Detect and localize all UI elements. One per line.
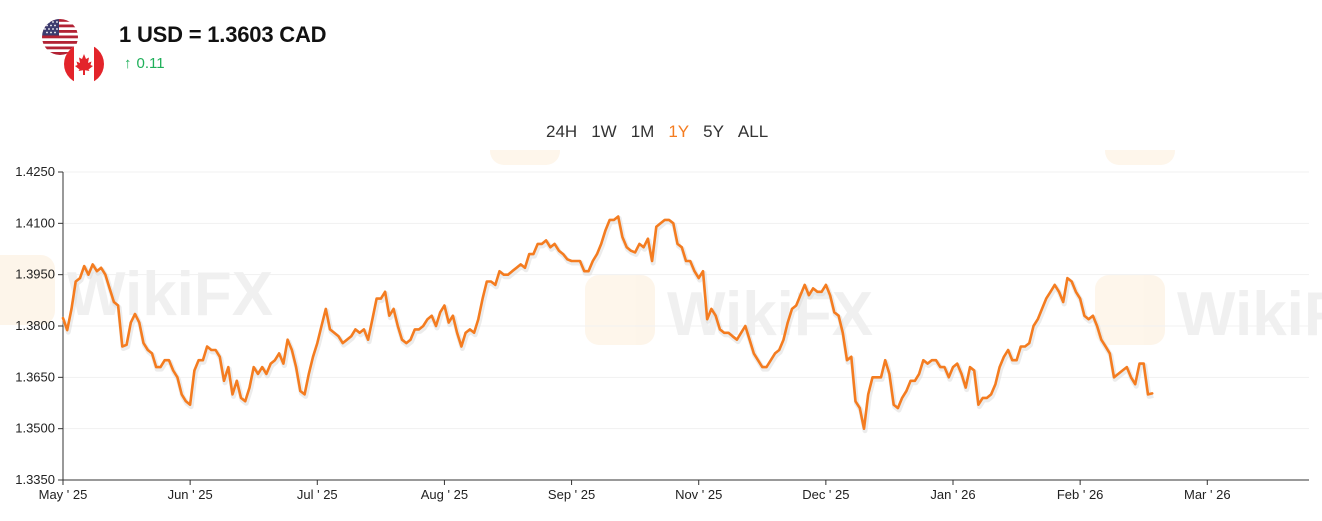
x-tick-label: Jun ' 25 xyxy=(168,487,213,502)
us-flag-icon xyxy=(42,19,78,55)
watermark-layer: WikiFXWikiFXWikiFX xyxy=(0,20,1322,349)
chart-canvas: WikiFXWikiFXWikiFX 1.42501.41001.39501.3… xyxy=(0,20,1322,502)
range-all-button[interactable]: ALL xyxy=(737,122,769,141)
exchange-rate-title: 1 USD = 1.3603 CAD xyxy=(119,22,327,47)
canada-flag-icon xyxy=(64,44,104,84)
pair-header: 1 USD = 1.3603 CAD ↑ 0.11 xyxy=(0,0,600,90)
arrow-up-icon: ↑ xyxy=(124,55,132,72)
range-1m-button[interactable]: 1M xyxy=(630,122,655,141)
x-tick-label: Dec ' 25 xyxy=(802,487,849,502)
time-range-selector: 24H 1W 1M 1Y 5Y ALL xyxy=(546,122,768,144)
range-1y-button[interactable]: 1Y xyxy=(668,122,690,141)
y-tick-label: 1.3800 xyxy=(15,318,55,333)
rate-change: ↑ 0.11 xyxy=(124,55,165,72)
x-tick-label: Jul ' 25 xyxy=(297,487,338,502)
x-tick-label: Aug ' 25 xyxy=(421,487,468,502)
x-tick-label: Nov ' 25 xyxy=(675,487,722,502)
change-value: 0.11 xyxy=(136,55,165,72)
series-layer xyxy=(61,215,1154,434)
series-line[interactable] xyxy=(61,215,1154,430)
y-tick-label: 1.4250 xyxy=(15,164,55,179)
y-tick-label: 1.3950 xyxy=(15,267,55,282)
x-tick-label: Mar ' 26 xyxy=(1184,487,1231,502)
x-axis: May ' 25 Jun ' 25 Jul ' 25 Aug ' 25 Sep ' 25… xyxy=(39,479,1309,502)
x-tick-label: May ' 25 xyxy=(39,487,88,502)
y-tick-label: 1.3350 xyxy=(15,472,55,487)
watermark-logo: WikiFX xyxy=(585,275,873,349)
y-axis: 1.4250 1.4100 1.3950 1.3800 1.3650 1.3500 1.33… xyxy=(15,164,64,487)
grid-lines xyxy=(63,171,1309,481)
x-tick-label: Jan ' 26 xyxy=(930,487,975,502)
range-24h-button[interactable]: 24H xyxy=(546,122,578,141)
x-tick-label: Sep ' 25 xyxy=(548,487,595,502)
watermark-logo: WikiFX xyxy=(1095,275,1322,349)
watermark-text: WikiFX xyxy=(1177,280,1322,349)
watermark-logo xyxy=(490,20,560,165)
y-tick-label: 1.3650 xyxy=(15,369,55,384)
watermark-logo xyxy=(1105,20,1175,165)
exchange-rate-chart: WikiFXWikiFXWikiFX 1.42501.41001.39501.3… xyxy=(0,20,1322,516)
x-tick-label: Feb ' 26 xyxy=(1057,487,1104,502)
y-tick-label: 1.3500 xyxy=(15,421,55,436)
range-1w-button[interactable]: 1W xyxy=(591,122,617,141)
range-5y-button[interactable]: 5Y xyxy=(703,122,724,141)
y-tick-label: 1.4100 xyxy=(15,215,55,230)
